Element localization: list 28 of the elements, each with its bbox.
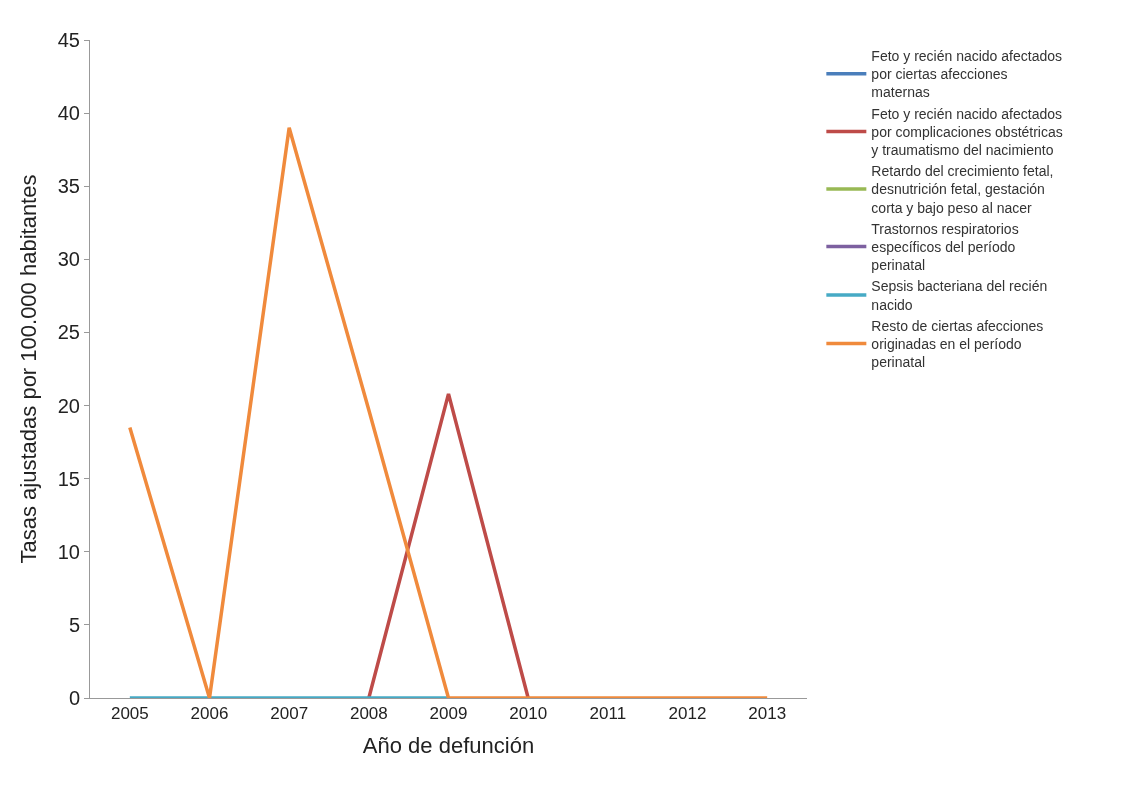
y-tick-label: 35	[57, 175, 80, 198]
legend-label: Resto de ciertas afecciones originadas en el período perinatal	[871, 317, 1044, 371]
x-tick-label: 2008	[349, 704, 388, 724]
line-series	[128, 125, 769, 698]
x-tick-label: 2009	[429, 704, 468, 724]
legend-label: Sepsis bacteriana del recién nacido	[871, 278, 1048, 313]
legend-label: Retardo del crecimiento fetal, desnutrición fetal, gestación corta y bajo peso al nacer	[871, 163, 1054, 216]
x-tick-label: 2011	[589, 704, 627, 724]
x-tick-label: 2010	[509, 704, 548, 724]
legend-label: Feto y recién nacido afectados por complicaciones obstétricas y traumatismo del nacimiento	[871, 105, 1063, 159]
y-tick-label: 45	[57, 29, 80, 51]
y-tick-label: 40	[57, 102, 80, 125]
x-tick-label: 2007	[270, 704, 309, 724]
y-tick-label: 25	[57, 321, 80, 344]
y-tick-label: 10	[57, 540, 80, 563]
x-tick-label: 2005	[110, 704, 149, 724]
x-tick-label: 2012	[668, 704, 707, 724]
legend-label: Feto y recién nacido afectados por ciertas afecciones maternas	[871, 48, 1063, 101]
y-tick-label: 5	[68, 613, 80, 636]
y-tick-label: 0	[68, 687, 80, 709]
y-tick-label: 30	[57, 248, 80, 271]
y-tick-label: 20	[57, 394, 80, 417]
legend-label: Trastornos respiratorios específicos del período perinatal	[871, 220, 1019, 274]
x-tick-label: 2013	[748, 704, 787, 724]
x-axis-title: Año de defunción	[362, 733, 535, 759]
y-axis-title: Tasas ajustadas por 100.000 habitantes	[15, 174, 41, 564]
y-tick-label: 15	[57, 467, 80, 490]
x-tick-label: 2006	[190, 704, 229, 724]
